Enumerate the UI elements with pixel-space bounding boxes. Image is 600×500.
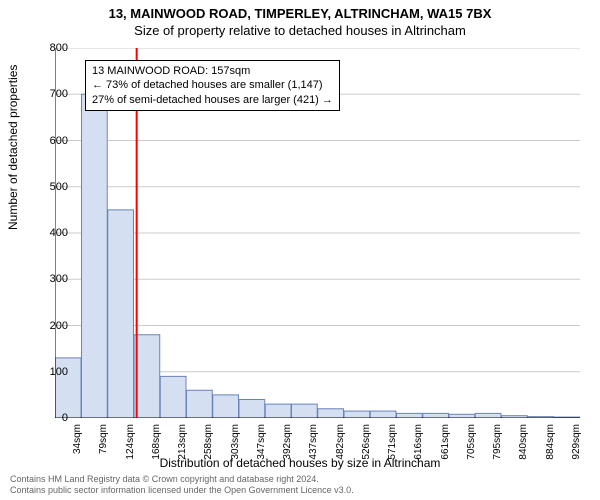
y-tick-label: 400 <box>50 227 68 239</box>
x-tick-label: 258sqm <box>203 424 214 460</box>
x-tick-label: 705sqm <box>466 424 477 460</box>
x-tick-label: 213sqm <box>177 424 188 460</box>
histogram-bar <box>134 335 160 418</box>
y-tick-label: 700 <box>50 88 68 100</box>
y-tick-label: 0 <box>62 412 68 424</box>
y-tick-label: 200 <box>50 320 68 332</box>
y-tick-label: 300 <box>50 273 68 285</box>
x-tick-label: 526sqm <box>361 424 372 460</box>
histogram-bar <box>449 414 475 418</box>
annotation-box: 13 MAINWOOD ROAD: 157sqm ← 73% of detach… <box>85 60 340 111</box>
x-tick-label: 124sqm <box>125 424 136 460</box>
x-axis-label: Distribution of detached houses by size … <box>0 456 600 470</box>
x-tick-label: 437sqm <box>308 424 319 460</box>
x-tick-label: 392sqm <box>282 424 293 460</box>
x-tick-label: 795sqm <box>492 424 503 460</box>
histogram-bar <box>292 404 318 418</box>
histogram-bar <box>265 404 291 418</box>
histogram-bar <box>213 395 239 418</box>
y-tick-label: 500 <box>50 181 68 193</box>
page-subtitle: Size of property relative to detached ho… <box>0 21 600 38</box>
annotation-line1: 13 MAINWOOD ROAD: 157sqm <box>92 64 333 78</box>
footer-line2: Contains public sector information licen… <box>10 485 354 496</box>
annotation-line2: ← 73% of detached houses are smaller (1,… <box>92 78 333 92</box>
footer-line1: Contains HM Land Registry data © Crown c… <box>10 474 354 485</box>
x-tick-label: 840sqm <box>518 424 529 460</box>
x-tick-label: 929sqm <box>571 424 582 460</box>
histogram-bar <box>82 94 108 418</box>
x-tick-label: 79sqm <box>98 424 109 454</box>
x-tick-label: 571sqm <box>387 424 398 460</box>
x-tick-label: 347sqm <box>256 424 267 460</box>
histogram-bar <box>239 400 265 419</box>
histogram-bar <box>160 376 186 418</box>
histogram-bar <box>397 413 423 418</box>
x-tick-label: 616sqm <box>413 424 424 460</box>
page-title: 13, MAINWOOD ROAD, TIMPERLEY, ALTRINCHAM… <box>0 0 600 21</box>
chart-container: 13, MAINWOOD ROAD, TIMPERLEY, ALTRINCHAM… <box>0 0 600 500</box>
histogram-bar <box>187 390 213 418</box>
x-tick-label: 34sqm <box>72 424 83 454</box>
histogram-bar <box>370 411 396 418</box>
y-axis-label: Number of detached properties <box>6 65 20 230</box>
histogram-bar <box>423 413 449 418</box>
histogram-bar <box>318 409 344 418</box>
footer-attribution: Contains HM Land Registry data © Crown c… <box>10 474 354 496</box>
annotation-line3: 27% of semi-detached houses are larger (… <box>92 93 333 107</box>
x-tick-label: 661sqm <box>440 424 451 460</box>
x-tick-label: 884sqm <box>545 424 556 460</box>
y-tick-label: 100 <box>50 366 68 378</box>
y-tick-label: 600 <box>50 135 68 147</box>
x-tick-label: 168sqm <box>151 424 162 460</box>
chart-plot-area: 13 MAINWOOD ROAD: 157sqm ← 73% of detach… <box>55 48 580 418</box>
x-tick-label: 303sqm <box>230 424 241 460</box>
y-tick-label: 800 <box>50 42 68 54</box>
histogram-bar <box>108 210 134 418</box>
histogram-bar <box>475 413 501 418</box>
x-tick-label: 482sqm <box>335 424 346 460</box>
histogram-bar <box>344 411 370 418</box>
